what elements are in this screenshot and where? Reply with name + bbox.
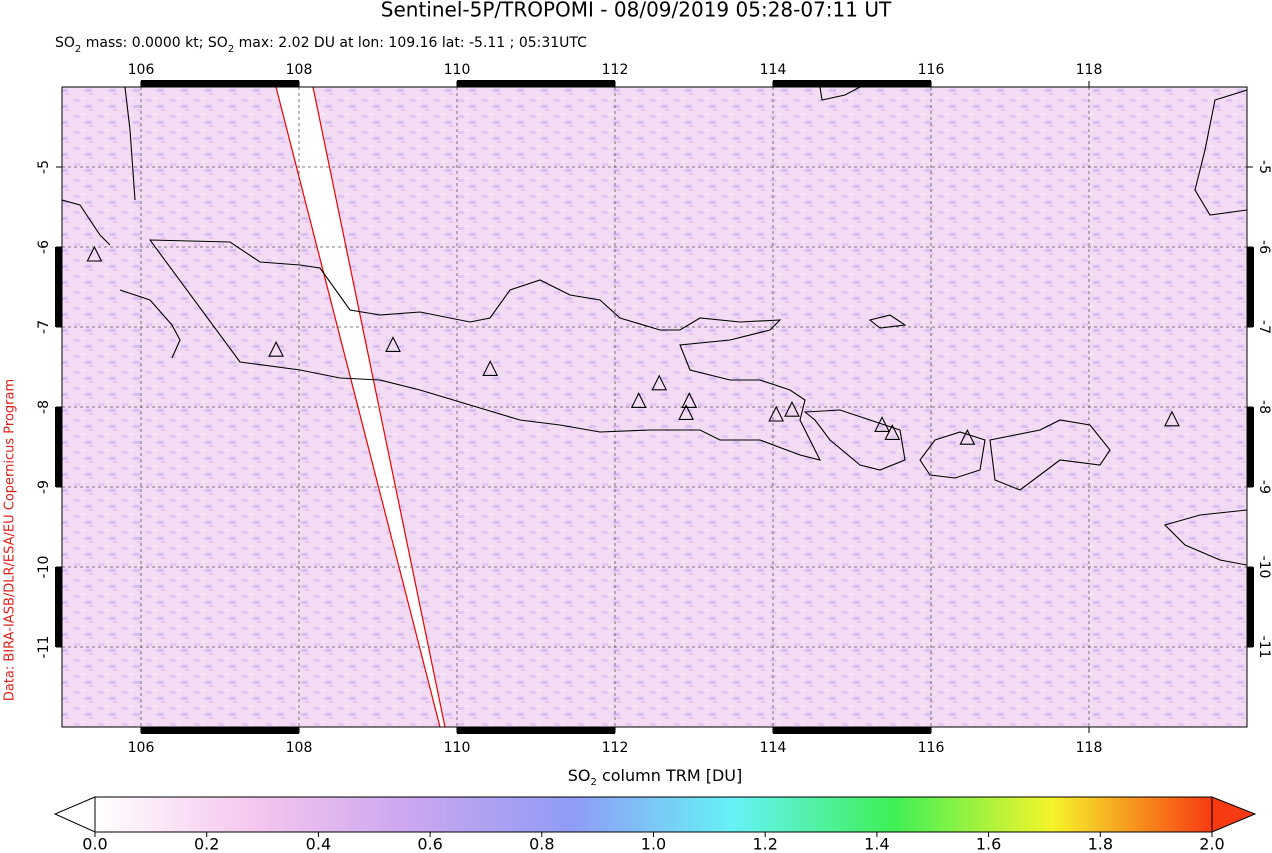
volcano [681,392,698,408]
volcano [874,416,890,432]
text-part: column TRM [DU] [597,766,742,785]
credit: Data: BIRA-IASB/DLR/ESA/EU Copernicus Pr… [3,379,18,701]
x-tick-label: 114 [760,740,787,756]
y-tick-label: -5 [1256,160,1272,174]
frame-bar [55,407,62,487]
coastline-bali [803,409,906,471]
colorbar-tick-label: 0.0 [82,835,107,853]
volcano [630,392,647,408]
colorbar-tick-label: 1.4 [864,835,889,853]
colorbar-tick-label: 0.2 [194,835,219,853]
volcano [385,336,401,352]
volcano [768,405,785,422]
x-tick-label: 114 [760,62,787,78]
x-tick-label: 110 [444,62,471,78]
x-tick-label: 118 [1076,740,1103,756]
colorbar-over [1211,796,1257,833]
subtitle: SO2 mass: 0.0000 kt; SO2 max: 2.02 DU at… [55,35,587,55]
frame-bar [1247,407,1254,487]
frame-bar [55,247,62,327]
colorbar-tick-label: 0.6 [417,835,442,853]
volcano [651,374,668,391]
title: Sentinel-5P/TROPOMI - 08/09/2019 05:28-0… [381,0,892,22]
x-tick-label: 110 [444,740,471,756]
x-tick-label: 116 [918,740,945,756]
volcano [268,340,284,357]
frame-bar [457,80,615,87]
x-tick-label: 108 [286,62,313,78]
y-tick-label: -6 [36,240,52,254]
frame-bar [55,567,62,647]
text-part: 2 [75,44,81,55]
frame-bar [1247,247,1254,327]
colorbar [94,796,1213,833]
colorbar-tick-label: 1.2 [752,835,777,853]
text-part: SO [55,35,75,51]
text-part: max: 2.02 DU at lon: 109.16 lat: -5.11 ;… [234,35,587,51]
coastline-other [62,87,1247,566]
colorbar-tick-label: 1.8 [1088,835,1113,853]
so2-background [62,87,1247,727]
frame-bar [141,727,299,734]
x-tick-label: 106 [128,62,155,78]
y-tick-label: -7 [36,320,52,334]
orbit-edge [312,87,446,727]
y-tick-label: -9 [36,480,52,494]
colorbar-tick-label: 1.6 [976,835,1001,853]
y-tick-label: -7 [1256,320,1272,334]
swath-gap [276,87,445,727]
y-tick-label: -11 [36,636,52,659]
y-tick-label: -10 [1256,556,1272,579]
map-area [62,87,1247,727]
volcano [784,400,800,417]
y-tick-label: -9 [1256,480,1272,494]
x-tick-label: 106 [128,740,155,756]
coastline-java [119,239,822,461]
text-part: mass: 0.0000 kt; SO [81,35,228,51]
x-tick-label: 112 [602,62,629,78]
volcano [1164,410,1180,427]
colorbar-under [53,796,96,833]
colorbar-label: SO2 column TRM [DU] [568,766,743,788]
x-tick-label: 118 [1076,62,1103,78]
colorbar-tick-label: 1.0 [641,835,666,853]
text-part: SO [568,766,591,785]
y-tick-label: -8 [36,400,52,414]
y-tick-label: -6 [1256,240,1272,254]
colorbar-tick-label: 2.0 [1199,835,1224,853]
frame-bar [773,727,931,734]
y-tick-label: -10 [36,556,52,579]
text-part: 2 [591,777,597,788]
x-tick-label: 112 [602,740,629,756]
volcano [884,424,901,440]
frame-bar [1247,567,1254,647]
volcano [959,428,976,445]
text-part: 2 [228,44,234,55]
frame-bar [457,727,615,734]
colorbar-tick-label: 0.8 [529,835,554,853]
frame-bar [141,80,299,87]
volcano [86,245,103,262]
y-tick-label: -8 [1256,400,1272,414]
x-tick-label: 108 [286,740,313,756]
coastline-lombok [919,431,986,479]
coastline-sumbawa [989,419,1111,491]
volcano [482,360,499,376]
frame-bar [773,80,931,87]
x-tick-label: 116 [918,62,945,78]
y-tick-label: -11 [1256,636,1272,659]
colorbar-tick-label: 0.4 [306,835,331,853]
y-tick-label: -5 [36,160,52,174]
volcano [678,404,694,420]
